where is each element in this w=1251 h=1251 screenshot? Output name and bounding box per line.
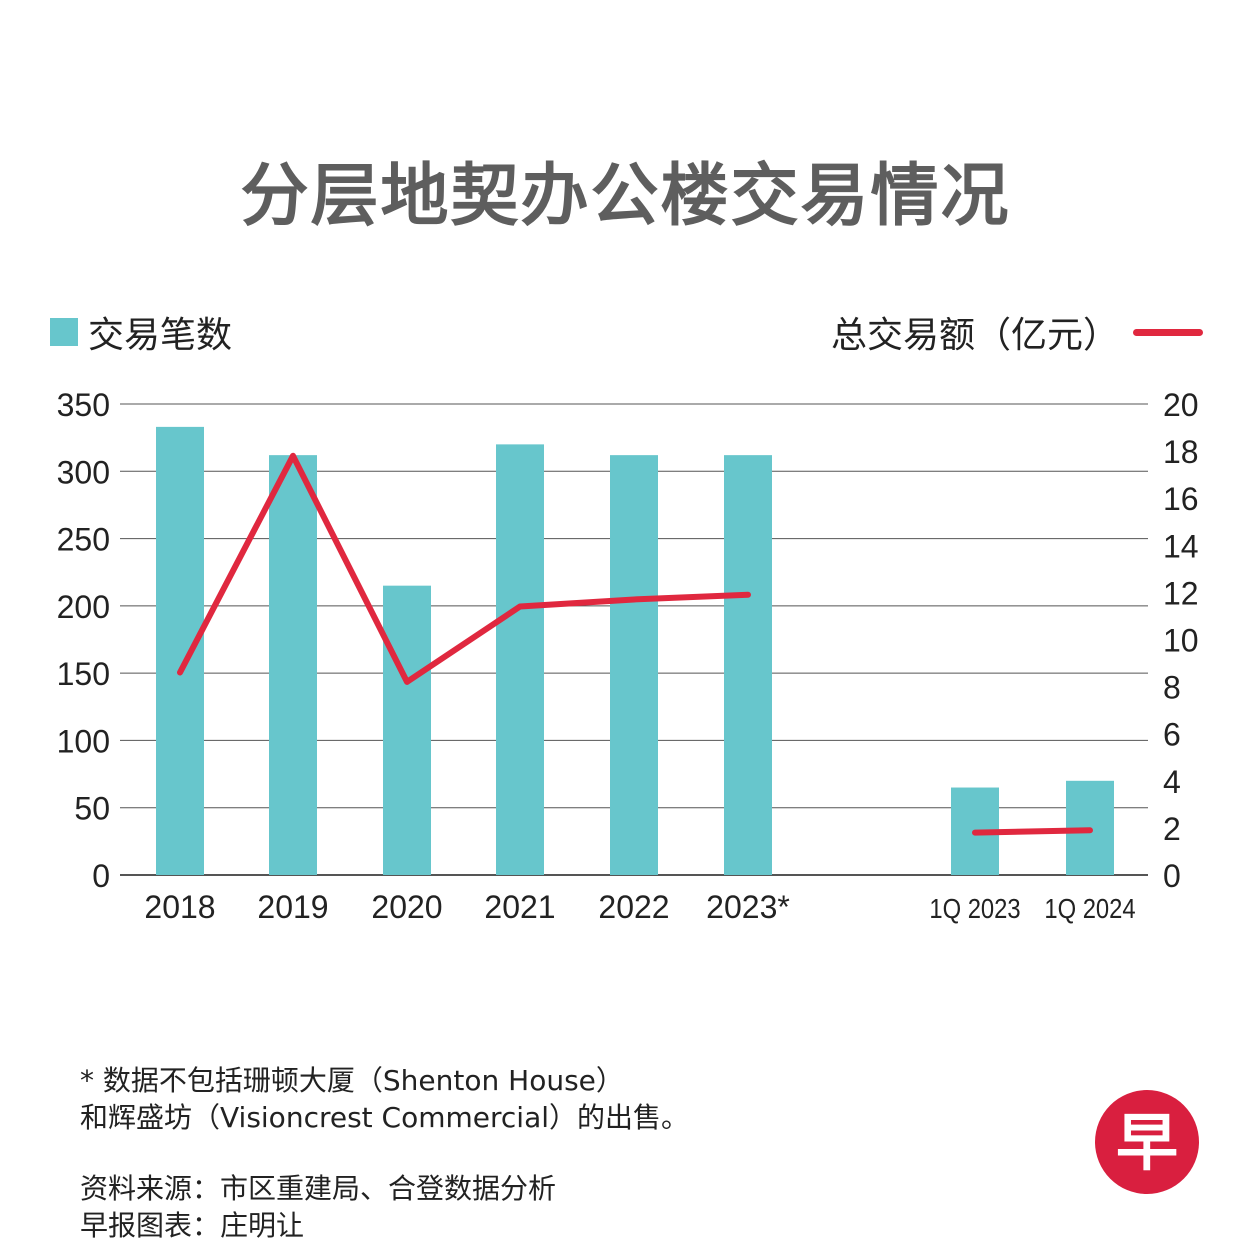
source-line: 资料来源：市区重建局、合登数据分析 <box>80 1172 557 1205</box>
x-tick-label: 2019 <box>257 889 328 925</box>
y-left-tick-label: 0 <box>92 858 110 894</box>
y-right-tick-label: 4 <box>1163 764 1181 800</box>
x-tick-label: 2021 <box>484 889 555 925</box>
y-left-tick-label: 50 <box>74 791 110 827</box>
y-left-tick-label: 250 <box>57 522 110 558</box>
bar-legend-swatch <box>50 318 78 346</box>
x-tick-label: 2023* <box>706 889 790 925</box>
y-left-tick-label: 200 <box>57 589 110 625</box>
y-left-tick-label: 350 <box>57 387 110 423</box>
x-tick-label: 1Q 2023 <box>929 892 1020 924</box>
y-right-tick-label: 0 <box>1163 858 1181 894</box>
y-left-tick-label: 100 <box>57 723 110 759</box>
footnote: * 数据不包括珊顿大厦（Shenton House） 和辉盛坊（Visioncr… <box>80 1062 689 1136</box>
legend-bars: 交易笔数 <box>50 306 232 358</box>
x-tick-label: 2018 <box>144 889 215 925</box>
chart-title: 分层地契办公楼交易情况 <box>240 157 1011 236</box>
logo-char: 早 <box>1116 1106 1178 1179</box>
y-right-tick-label: 12 <box>1163 575 1199 611</box>
bar <box>496 444 544 875</box>
y-right-tick-label: 2 <box>1163 811 1181 847</box>
x-tick-label: 2020 <box>371 889 442 925</box>
legend-line: 总交易额（亿元） <box>831 306 1203 358</box>
y-left-tick-label: 150 <box>57 656 110 692</box>
bar <box>156 426 204 875</box>
combo-chart: 0501001502002503003500246810121416182020… <box>57 387 1199 925</box>
y-right-tick-label: 8 <box>1163 670 1181 706</box>
y-left-tick-label: 300 <box>57 454 110 490</box>
x-tick-label: 1Q 2024 <box>1044 892 1135 924</box>
source-credits: 资料来源：市区重建局、合登数据分析 早报图表：庄明让 <box>80 1170 556 1244</box>
bar <box>269 455 317 875</box>
bar <box>383 585 431 875</box>
bar <box>610 455 658 875</box>
y-right-tick-label: 20 <box>1163 387 1199 423</box>
value-line-segment <box>177 452 751 685</box>
bar <box>724 455 772 875</box>
footnote-line-2: 和辉盛坊（Visioncrest Commercial）的出售。 <box>80 1101 690 1134</box>
y-right-tick-label: 18 <box>1163 434 1199 470</box>
bar-legend-label: 交易笔数 <box>88 315 233 356</box>
y-right-tick-label: 6 <box>1163 717 1181 753</box>
value-line-segment <box>972 827 1093 836</box>
value-line <box>177 452 1093 836</box>
credit-line: 早报图表：庄明让 <box>80 1209 305 1242</box>
axes: 0501001502002503003500246810121416182020… <box>57 387 1199 925</box>
footnote-line-1: * 数据不包括珊顿大厦（Shenton House） <box>80 1064 624 1097</box>
y-right-tick-label: 10 <box>1163 623 1199 659</box>
bars <box>156 426 1114 875</box>
zaobao-logo-icon: 早 <box>1095 1090 1199 1194</box>
y-right-tick-label: 14 <box>1163 528 1199 564</box>
line-legend-swatch <box>1133 328 1203 336</box>
x-tick-label: 2022 <box>598 889 669 925</box>
line-legend-label: 总交易额（亿元） <box>830 315 1119 356</box>
y-right-tick-label: 16 <box>1163 481 1199 517</box>
